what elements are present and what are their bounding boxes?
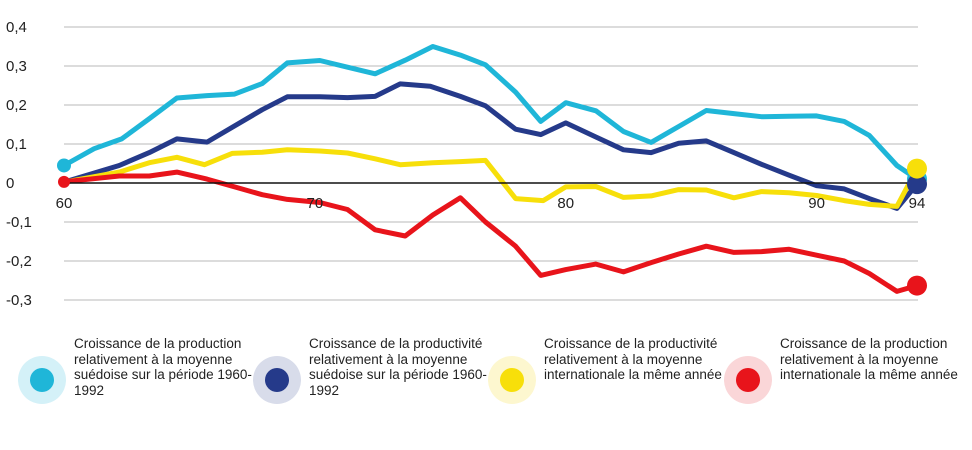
y-tick-label: -0,3 <box>6 292 32 309</box>
x-tick-label: 90 <box>808 195 825 212</box>
legend-marker-production-swedish <box>18 356 66 404</box>
series-line <box>61 169 920 294</box>
y-tick-label: -0,1 <box>6 214 32 231</box>
series-end-point <box>907 275 927 296</box>
y-tick-label: 0,2 <box>6 97 27 114</box>
series-end-point <box>907 174 927 195</box>
series-line <box>61 147 920 209</box>
x-tick-label: 80 <box>557 195 574 212</box>
y-tick-label: 0,3 <box>6 58 27 75</box>
y-tick-label: 0,4 <box>6 19 27 36</box>
y-tick-label: 0,1 <box>6 136 27 153</box>
y-tick-label: -0,2 <box>6 253 32 270</box>
y-tick-label: 0 <box>6 175 14 192</box>
legend-label-production-international: Croissance de la production relativement… <box>780 336 958 382</box>
legend-label-productivity-international: Croissance de la productivité relativeme… <box>544 336 722 382</box>
legend-marker-productivity-swedish <box>253 356 301 404</box>
legend-marker-productivity-international <box>488 356 536 404</box>
legend-label-production-swedish: Croissance de la production relativement… <box>74 336 252 398</box>
series-end-point <box>907 158 927 179</box>
chart-legend: Croissance de la production relativement… <box>0 330 972 450</box>
chart-plot-area: 0,4 0,3 0,2 0,1 0 -0,1 -0,2 -0,3 60 70 80 90 94 <box>6 19 927 309</box>
legend-item-production-swedish: Croissance de la production relativement… <box>18 330 253 440</box>
x-tick-label: 70 <box>307 195 324 212</box>
x-tick-label: 94 <box>909 195 926 212</box>
legend-item-productivity-international: Croissance de la productivité relativeme… <box>488 330 723 440</box>
legend-marker-production-international <box>724 356 772 404</box>
series-start-point <box>58 175 70 188</box>
series-line <box>61 81 920 211</box>
series-start-point <box>57 158 71 173</box>
legend-item-productivity-swedish: Croissance de la productivité relativeme… <box>253 330 488 440</box>
legend-item-production-international: Croissance de la production relativement… <box>724 330 959 440</box>
series-line <box>61 44 920 182</box>
legend-label-productivity-swedish: Croissance de la productivité relativeme… <box>309 336 487 398</box>
x-tick-label: 60 <box>56 195 73 212</box>
